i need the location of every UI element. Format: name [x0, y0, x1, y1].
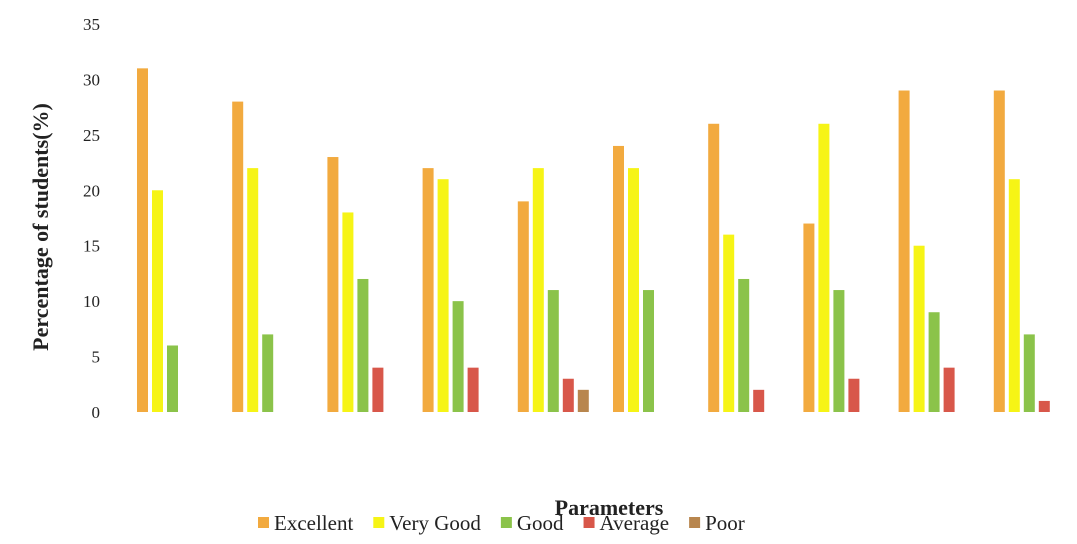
bar-average-4	[467, 367, 479, 412]
bar-group-3	[327, 157, 384, 412]
bar-very-good-2	[247, 168, 259, 412]
x-axis-label: Parameters	[555, 495, 664, 520]
bar-very-good-7	[723, 234, 735, 412]
legend-item-good: Good	[500, 511, 564, 535]
bar-average-7	[753, 389, 765, 412]
bar-good-8	[833, 290, 845, 412]
bar-group-1	[137, 68, 178, 412]
bar-good-10	[1023, 334, 1035, 412]
bar-good-4	[452, 301, 464, 412]
bar-excellent-2	[232, 101, 244, 412]
bar-average-5	[562, 378, 574, 412]
legend-swatch	[583, 517, 595, 528]
bar-group-9	[898, 90, 955, 412]
bar-poor-5	[577, 389, 589, 412]
y-tick-label: 5	[92, 348, 101, 367]
bar-very-good-8	[818, 123, 830, 413]
bar-average-8	[848, 378, 860, 412]
bar-excellent-6	[613, 145, 624, 412]
bar-excellent-4	[422, 168, 434, 412]
bar-group-6	[613, 145, 654, 412]
y-tick-label: 15	[83, 237, 100, 256]
legend-item-average: Average	[583, 511, 670, 535]
bars-group	[137, 68, 1050, 413]
bar-excellent-7	[708, 123, 720, 413]
y-tick-label: 0	[92, 403, 101, 422]
legend-label: Poor	[705, 511, 745, 535]
bar-excellent-3	[327, 157, 339, 412]
bar-good-1	[167, 345, 178, 412]
bar-group-5	[517, 168, 589, 412]
legend-swatch	[258, 517, 269, 528]
bar-excellent-8	[803, 223, 815, 412]
bar-very-good-10	[1008, 179, 1020, 412]
bar-good-7	[738, 278, 750, 412]
y-tick-label: 35	[83, 15, 100, 34]
legend: Excellent Very Good Good Average Poor	[258, 511, 745, 535]
legend-swatch	[500, 517, 512, 528]
bar-good-5	[547, 290, 559, 412]
bar-group-10	[993, 90, 1050, 412]
bar-average-3	[372, 367, 384, 412]
y-axis-label: Percentage of students(%)	[28, 103, 53, 351]
y-tick-label: 25	[83, 126, 100, 145]
y-tick-label: 20	[83, 181, 100, 200]
bar-very-good-6	[628, 168, 639, 412]
bar-very-good-4	[437, 179, 449, 412]
legend-swatch	[689, 517, 701, 528]
y-tick-label: 10	[83, 292, 100, 311]
legend-swatch	[373, 517, 385, 528]
legend-label: Very Good	[389, 511, 481, 535]
bar-good-9	[928, 312, 940, 412]
bar-group-7	[708, 123, 765, 413]
legend-item-very-good: Very Good	[373, 511, 481, 535]
bar-excellent-10	[993, 90, 1005, 412]
bar-good-2	[262, 334, 274, 412]
legend-item-poor: Poor	[689, 511, 745, 535]
bar-group-8	[803, 123, 860, 413]
bar-average-10	[1038, 400, 1050, 412]
legend-label: Average	[600, 511, 670, 535]
bar-very-good-5	[532, 168, 544, 412]
legend-label: Excellent	[274, 511, 353, 535]
bar-average-9	[943, 367, 955, 412]
bar-very-good-9	[913, 245, 925, 412]
bar-excellent-9	[898, 90, 910, 412]
legend-item-excellent: Excellent	[258, 511, 353, 535]
bar-very-good-1	[152, 190, 163, 412]
legend-label: Good	[517, 511, 564, 535]
y-axis: 0 5 10 15 20 25 30 35	[83, 15, 100, 422]
bar-group-4	[422, 168, 479, 412]
bar-excellent-5	[517, 201, 529, 412]
bar-good-6	[643, 290, 654, 412]
bar-group-2	[232, 101, 274, 412]
bar-excellent-1	[137, 68, 148, 412]
bar-very-good-3	[342, 212, 354, 412]
y-tick-label: 30	[83, 70, 100, 89]
bar-good-3	[357, 278, 369, 412]
